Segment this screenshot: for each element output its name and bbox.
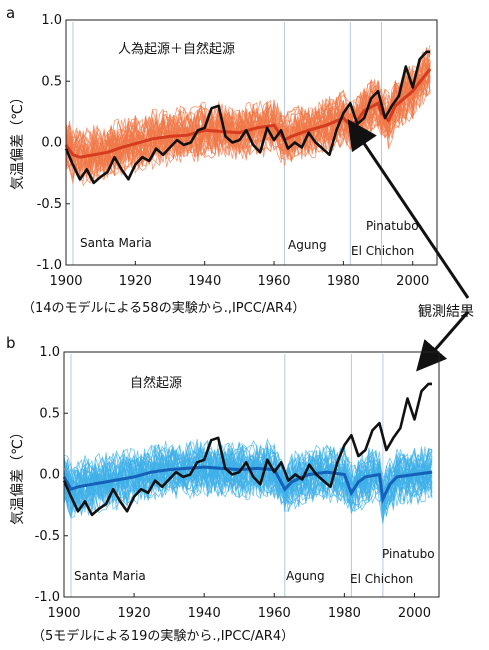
x-tick-label: 1960 bbox=[257, 274, 290, 289]
annotation-pinatubo-b: Pinatubo bbox=[382, 547, 435, 561]
panel-b-model-mean-line bbox=[62, 465, 433, 505]
x-tick-label: 1940 bbox=[188, 274, 221, 289]
panel-a-ylabel: 気温偏差（℃） bbox=[10, 90, 26, 190]
y-tick-label: -0.5 bbox=[35, 529, 60, 544]
x-tick-label: 1960 bbox=[258, 606, 291, 621]
observed-label: 観測結果 bbox=[418, 303, 474, 320]
panel-a-observed-line bbox=[64, 50, 431, 185]
y-tick-label: 0.0 bbox=[41, 136, 62, 151]
x-tick-label: 1980 bbox=[327, 274, 360, 289]
y-tick-label: 0.0 bbox=[39, 468, 60, 483]
model-run-line bbox=[63, 438, 433, 498]
annotation-pinatubo-a: Pinatubo bbox=[366, 219, 419, 233]
observed-callout: 観測結果 bbox=[347, 119, 474, 372]
model-run-line bbox=[63, 448, 433, 504]
model-run-line bbox=[65, 83, 431, 178]
y-tick-label: -0.5 bbox=[37, 197, 62, 212]
annotation-agung-a: Agung bbox=[288, 238, 327, 252]
panel-a-title: 人為起源＋自然起源 bbox=[118, 41, 235, 57]
model-run-line bbox=[65, 62, 431, 171]
x-tick-label: 1900 bbox=[47, 606, 80, 621]
panel-a-label: a bbox=[6, 4, 15, 22]
panel-b-model-runs bbox=[63, 438, 433, 524]
panel-a: a 気温偏差（℃） 1900 1920 1940 1960 1980 2000 -1.0 -0… bbox=[6, 4, 438, 316]
annotation-santa-maria-a: Santa Maria bbox=[80, 236, 152, 250]
x-tick-label: 1920 bbox=[118, 606, 151, 621]
y-tick-label: 0.5 bbox=[39, 406, 60, 421]
annotation-el-chichon-a: El Chichon bbox=[351, 244, 414, 258]
panel-b-ticks: 1900 1920 1940 1960 1980 2000 -1.0 -0.5 0.0 0.5 1.… bbox=[35, 345, 431, 621]
arrow-to-panel-a bbox=[347, 119, 470, 299]
panel-a-ticks: 1900 1920 1940 1960 1980 2000 -1.0 -0.5 0.0 0.5 1.… bbox=[37, 13, 430, 289]
model-run-line bbox=[63, 452, 433, 510]
y-tick-label: 1.0 bbox=[41, 13, 62, 28]
y-tick-label: -1.0 bbox=[35, 590, 60, 605]
x-tick-label: 2000 bbox=[398, 606, 431, 621]
panel-b-caption: （5モデルによる19の実験から.,IPCC/AR4） bbox=[32, 628, 294, 644]
annotation-el-chichon-b: El Chichon bbox=[350, 572, 413, 586]
panel-a-model-runs bbox=[65, 44, 431, 187]
panel-b-observed-line bbox=[62, 382, 432, 517]
y-tick-label: -1.0 bbox=[37, 258, 62, 273]
y-tick-label: 1.0 bbox=[39, 345, 60, 360]
panel-b-title: 自然起源 bbox=[130, 375, 182, 391]
annotation-agung-b: Agung bbox=[286, 569, 325, 583]
x-tick-label: 1920 bbox=[119, 274, 152, 289]
panel-a-caption: （14のモデルによる58の実験から.,IPCC/AR4） bbox=[22, 300, 305, 316]
x-tick-label: 1980 bbox=[328, 606, 361, 621]
x-tick-label: 2000 bbox=[396, 274, 429, 289]
panel-a-frame bbox=[65, 19, 438, 266]
panel-b-frame bbox=[63, 351, 440, 598]
panel-b-ylabel: 気温偏差（℃） bbox=[10, 425, 26, 525]
panel-b: b 気温偏差（℃） 1900 1920 1940 1960 1980 2000 -1.0 -0… bbox=[6, 334, 440, 644]
model-run-line bbox=[63, 450, 433, 511]
annotation-santa-maria-b: Santa Maria bbox=[74, 569, 146, 583]
x-tick-label: 1900 bbox=[49, 274, 82, 289]
x-tick-label: 1940 bbox=[188, 606, 221, 621]
arrow-to-panel-b bbox=[416, 311, 470, 372]
y-tick-label: 0.5 bbox=[41, 74, 62, 89]
model-run-line bbox=[65, 64, 431, 160]
panel-b-label: b bbox=[6, 334, 16, 352]
